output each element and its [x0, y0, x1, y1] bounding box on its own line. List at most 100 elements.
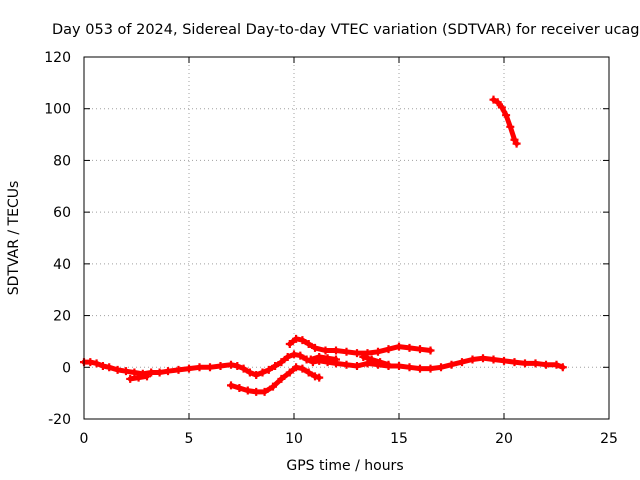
data-point: [86, 358, 95, 367]
data-point: [332, 355, 340, 364]
data-point: [500, 356, 508, 365]
data-point: [395, 361, 403, 370]
data-point: [164, 367, 172, 376]
series-line: [360, 354, 391, 368]
data-point: [489, 355, 498, 364]
data-point: [245, 368, 254, 377]
data-point: [353, 361, 361, 370]
data-point: [311, 343, 319, 352]
data-point: [298, 336, 307, 345]
data-point: [437, 363, 445, 372]
series-short-trace-2h: [126, 372, 151, 383]
data-point: [489, 95, 498, 104]
y-axis-label: SDTVAR / TECUs: [6, 181, 22, 296]
data-point: [447, 360, 456, 369]
data-point: [306, 355, 315, 364]
series-line: [287, 336, 433, 356]
data-point: [506, 122, 515, 131]
data-point: [311, 372, 319, 381]
y-tick-label: 40: [53, 257, 71, 273]
x-tick-label: 10: [285, 431, 303, 447]
data-point: [426, 364, 435, 373]
data-point: [416, 364, 424, 373]
series-high-trace: [489, 95, 521, 148]
data-point: [426, 346, 435, 355]
data-point: [130, 368, 139, 377]
data-point: [497, 103, 506, 112]
data-point: [98, 361, 107, 370]
series-short-trace-14h: [359, 352, 393, 369]
data-point: [323, 354, 332, 363]
data-point: [269, 382, 277, 391]
data-point: [185, 364, 193, 373]
series-main-trace: [80, 350, 567, 380]
data-marks: [80, 95, 567, 396]
x-tick-label: 20: [495, 431, 513, 447]
data-point: [342, 347, 351, 356]
x-axis-label: GPS time / hours: [286, 458, 403, 474]
data-point: [233, 361, 242, 370]
x-tick-label: 5: [185, 431, 194, 447]
data-point: [283, 352, 292, 361]
data-point: [243, 386, 252, 395]
data-point: [502, 111, 511, 120]
data-point: [416, 345, 424, 354]
data-point: [239, 364, 248, 373]
series-upper-trace: [285, 334, 435, 358]
data-point: [510, 358, 519, 367]
data-point: [258, 368, 267, 377]
y-tick-label: 100: [44, 102, 71, 118]
data-point: [113, 365, 122, 374]
data-point: [277, 374, 286, 383]
data-point: [359, 352, 368, 361]
data-point: [227, 360, 235, 369]
data-point: [512, 139, 521, 148]
y-tick-label: 0: [62, 360, 71, 376]
series-lower-trace: [227, 363, 324, 396]
data-point: [206, 363, 214, 372]
data-point: [531, 359, 540, 368]
data-point: [296, 351, 305, 360]
x-tick-label: 15: [390, 431, 408, 447]
data-point: [405, 363, 414, 372]
data-point: [315, 373, 324, 382]
chart-title: Day 053 of 2024, Sidereal Day-to-day VTE…: [52, 22, 640, 38]
data-point: [374, 347, 382, 356]
data-point: [174, 365, 183, 374]
data-point: [384, 345, 393, 354]
data-point: [285, 368, 294, 377]
x-tick-label: 25: [600, 431, 618, 447]
data-point: [384, 360, 393, 369]
data-point: [227, 381, 235, 390]
data-point: [376, 358, 385, 367]
x-tick-label: 0: [80, 431, 89, 447]
y-tick-label: 60: [53, 205, 71, 221]
data-point: [285, 340, 294, 349]
y-tick-label: 120: [44, 50, 71, 66]
axis-ticks: 0 5 10 15 20 25 -20 0 20 40 60 80 100 120: [44, 50, 618, 447]
y-tick-label: 80: [53, 153, 71, 169]
data-point: [542, 360, 550, 369]
data-point: [147, 368, 156, 377]
data-point: [134, 373, 143, 382]
plot-frame: [83, 56, 610, 420]
series-line: [491, 97, 520, 147]
data-point: [552, 360, 561, 369]
data-point: [290, 350, 298, 359]
data-point: [292, 363, 301, 372]
data-point: [493, 98, 502, 107]
data-point: [277, 358, 286, 367]
data-point: [521, 359, 529, 368]
y-tick-label: 20: [53, 309, 71, 325]
y-tick-label: -20: [48, 412, 71, 428]
data-point: [342, 360, 351, 369]
data-point: [260, 387, 269, 396]
data-point: [216, 361, 225, 370]
data-point: [105, 363, 114, 372]
data-point: [332, 346, 340, 355]
data-point: [195, 363, 204, 372]
data-point: [468, 355, 477, 364]
data-point: [298, 364, 307, 373]
series-line: [308, 354, 339, 362]
